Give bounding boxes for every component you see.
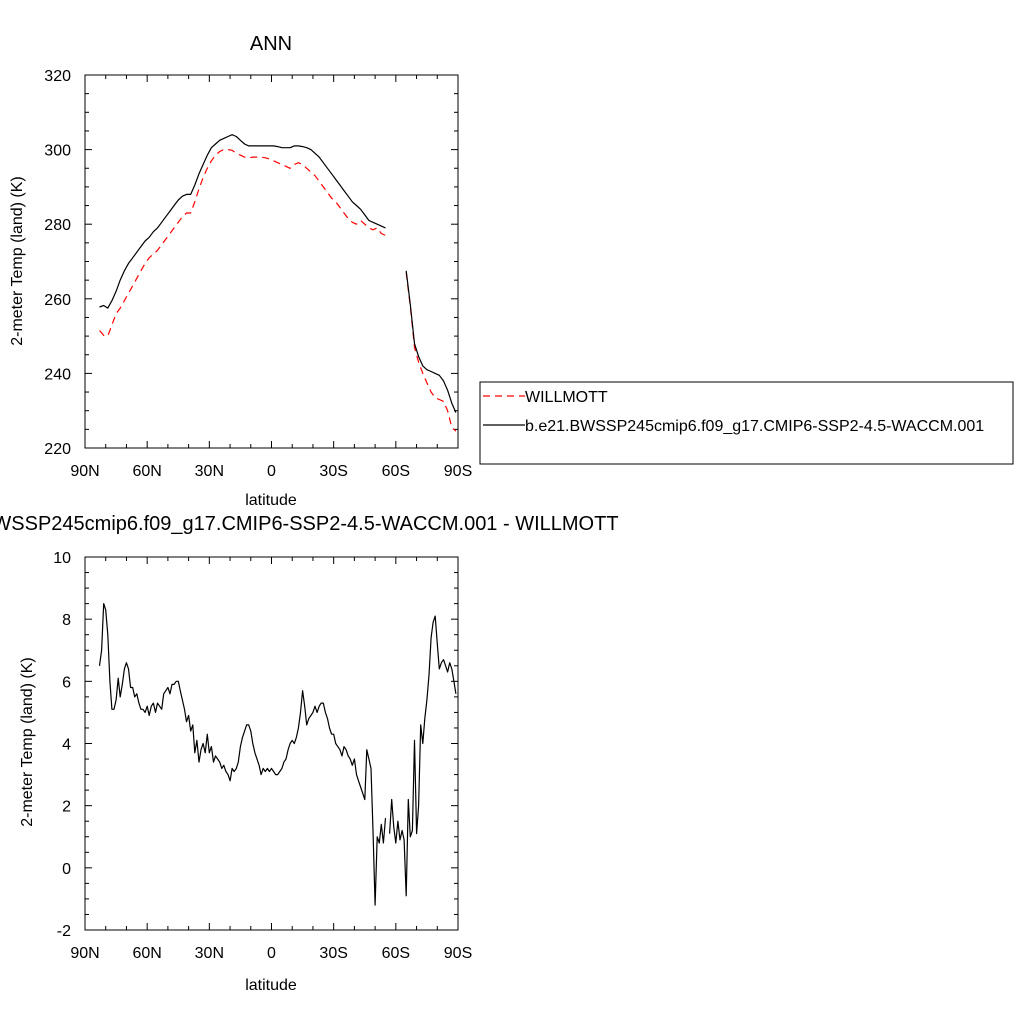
y-tick-label: 4: [62, 737, 71, 754]
bottom-panel-title: b.e21.BWSSP245cmip6.f09_g17.CMIP6-SSP2-4…: [0, 513, 619, 535]
x-tick-label: 60N: [132, 945, 161, 962]
y-tick-label: 220: [44, 441, 71, 458]
series-line-3: [405, 270, 457, 413]
legend: WILLMOTT b.e21.BWSSP245cmip6.f09_g17.CMI…: [479, 381, 1014, 465]
top-panel-title: ANN: [250, 33, 292, 55]
x-tick-label: 60S: [382, 463, 410, 480]
series-line-1: [389, 615, 457, 897]
x-tick-label: 90S: [444, 945, 472, 962]
top-panel-plot: [99, 134, 457, 432]
x-tick-label: 30S: [319, 945, 347, 962]
y-tick-label: -2: [57, 923, 71, 940]
x-tick-label: 30S: [319, 463, 347, 480]
y-tick-label: 260: [44, 292, 71, 309]
y-tick-label: 10: [53, 550, 71, 567]
x-tick-label: 0: [267, 463, 276, 480]
plot-frame: [84, 74, 459, 449]
x-tick-label: 90N: [70, 463, 99, 480]
top-panel-axes: 90N 60N 30N 0 30S 60S 90S 220 240 260 280 300 320: [44, 68, 472, 480]
legend-box: [479, 381, 1014, 465]
y-tick-label: 6: [62, 674, 71, 691]
x-tick-label: 60N: [132, 463, 161, 480]
series-line-0: [98, 602, 387, 906]
y-tick-label: 240: [44, 366, 71, 383]
top-panel: ANN latitude 2-meter Temp (land) (K) 90N…: [9, 33, 472, 509]
y-tick-label: 8: [62, 612, 71, 629]
y-tick-label: 0: [62, 861, 71, 878]
bottom-panel-xlabel: latitude: [245, 977, 297, 994]
legend-model-label: b.e21.BWSSP245cmip6.f09_g17.CMIP6-SSP2-4…: [525, 418, 984, 435]
y-tick-label: 2: [62, 799, 71, 816]
bottom-panel-axes: 90N 60N 30N 0 30S 60S 90S -2 0 2 4 6 8 10: [53, 550, 472, 962]
legend-willmott-label: WILLMOTT: [525, 389, 608, 406]
y-tick-label: 320: [44, 68, 71, 85]
series-line-1: [405, 272, 457, 432]
y-tick-label: 280: [44, 217, 71, 234]
x-tick-label: 30N: [195, 463, 224, 480]
x-tick-label: 30N: [195, 945, 224, 962]
y-tick-label: 300: [44, 143, 71, 160]
x-tick-label: 60S: [382, 945, 410, 962]
series-line-0: [99, 149, 386, 337]
plot-frame: [84, 556, 459, 931]
top-panel-xlabel: latitude: [245, 492, 297, 509]
bottom-panel-ylabel: 2-meter Temp (land) (K): [19, 657, 36, 827]
x-tick-label: 90N: [70, 945, 99, 962]
bottom-panel-plot: [98, 602, 457, 906]
series-line-2: [99, 134, 386, 309]
x-tick-label: 90S: [444, 463, 472, 480]
top-panel-ylabel: 2-meter Temp (land) (K): [9, 176, 26, 346]
x-tick-label: 0: [267, 945, 276, 962]
bottom-panel: b.e21.BWSSP245cmip6.f09_g17.CMIP6-SSP2-4…: [0, 513, 619, 994]
